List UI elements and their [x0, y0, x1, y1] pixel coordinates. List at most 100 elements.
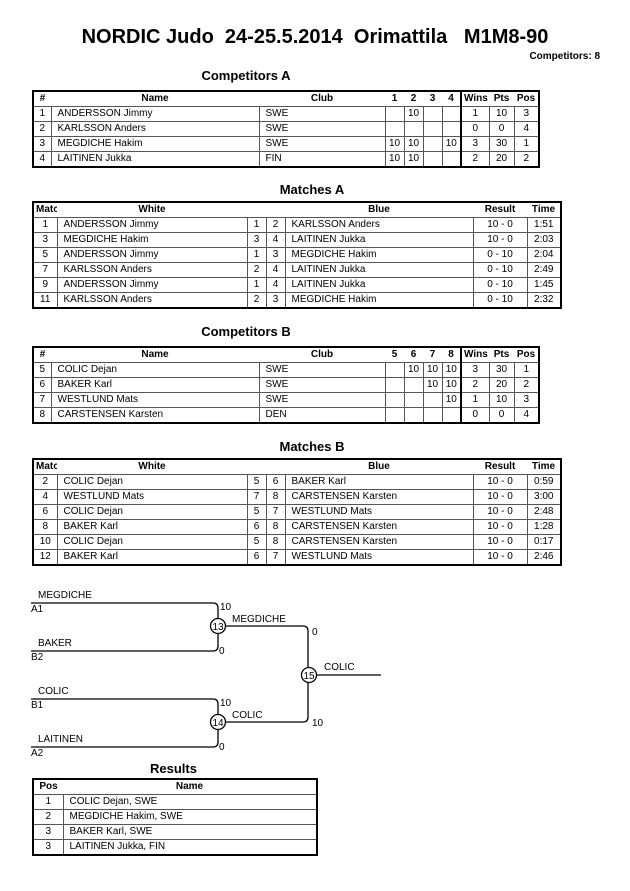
column-header: Name	[63, 779, 317, 795]
match-14-circle	[209, 713, 227, 731]
table-cell	[422, 106, 443, 122]
table-cell: 11	[32, 292, 58, 309]
table-cell: LAITINEN Jukka	[284, 232, 474, 248]
table-cell: 0	[488, 121, 515, 137]
table-cell: 6	[265, 474, 286, 490]
table-row: 3 LAITINEN Jukka, FIN	[32, 839, 318, 856]
table-cell: LAITINEN Jukka, FIN	[62, 839, 318, 856]
column-header: #	[33, 347, 51, 363]
table-cell: 20	[488, 377, 515, 393]
table-row: 4 LAITINEN Jukka FIN 10 10 2 20 2	[32, 151, 540, 168]
table-cell: 6	[32, 377, 52, 393]
table-cell: 10	[488, 106, 515, 122]
table-cell: 2:32	[526, 292, 562, 309]
table-cell: CARSTENSEN Karsten	[50, 407, 260, 424]
bracket-line-semi2-winner	[225, 682, 309, 723]
table-row: 5 ANDERSSON Jimmy 1 3 MEGDICHE Hakim 0 - 10 2:…	[32, 247, 562, 263]
column-header: Wins	[460, 91, 489, 107]
table-cell: 2:46	[526, 549, 562, 566]
semi2-top-name: COLIC	[38, 686, 69, 697]
table-cell: 0	[460, 121, 490, 137]
match-13-number: 13	[212, 622, 224, 633]
table-cell: 30	[488, 136, 515, 152]
table-cell: COLIC Dejan	[56, 504, 248, 520]
column-header: Name	[51, 91, 259, 107]
table-cell: COLIC Dejan, SWE	[62, 794, 318, 810]
column-header: Result	[473, 202, 527, 218]
table-cell: 10	[422, 362, 443, 378]
table-cell: 3:00	[526, 489, 562, 505]
table-cell: 0:59	[526, 474, 562, 490]
header-row: Pos Name	[33, 779, 317, 795]
table-cell: CARSTENSEN Karsten	[284, 489, 474, 505]
competitors-b-heading: Competitors B	[201, 324, 291, 339]
table-cell: COLIC Dejan	[56, 534, 248, 550]
table-cell: 9	[32, 277, 58, 293]
competitors-a-heading: Competitors A	[201, 68, 291, 83]
table-cell	[384, 106, 405, 122]
table-cell: 8	[32, 519, 58, 535]
table-cell	[403, 377, 424, 393]
table-cell: COLIC Dejan	[50, 362, 260, 378]
semi2-top-seed: B1	[31, 700, 44, 711]
match-14-number: 14	[212, 718, 224, 729]
table-cell: 10 - 0	[472, 217, 528, 233]
table-cell: 10	[403, 151, 424, 168]
table-cell: 10	[441, 136, 462, 152]
table-cell: 3	[265, 247, 286, 263]
table-cell: 5	[32, 362, 52, 378]
column-header: Pos	[33, 779, 63, 795]
table-cell: WESTLUND Mats	[56, 489, 248, 505]
table-cell: BAKER Karl	[50, 377, 260, 393]
table-cell: 7	[246, 489, 267, 505]
bracket-line-semi1-winner	[225, 625, 309, 668]
bracket: MEGDICHE A1 10 BAKER B2 0 13 MEGDICHE CO…	[31, 590, 381, 759]
bracket-line-b1	[31, 698, 219, 715]
table-cell: SWE	[258, 121, 386, 137]
table-cell: 3	[460, 136, 490, 152]
table-cell: 4	[32, 489, 58, 505]
column-header: Pts	[489, 347, 514, 363]
table-cell: 10	[384, 151, 405, 168]
table-cell: 1	[246, 247, 267, 263]
table-cell	[422, 407, 443, 424]
table-cell: KARLSSON Anders	[56, 292, 248, 309]
table-cell: 10	[441, 362, 462, 378]
table-cell: LAITINEN Jukka	[50, 151, 260, 168]
table-row: 6 BAKER Karl SWE 10 10 2 20 2	[32, 377, 540, 393]
semi1-top-name: MEGDICHE	[38, 590, 92, 601]
table-cell: WESTLUND Mats	[284, 504, 474, 520]
table-cell: 10	[441, 377, 462, 393]
table-cell: WESTLUND Mats	[50, 392, 260, 408]
table-row: 6 COLIC Dejan 5 7 WESTLUND Mats 10 - 0 2:48	[32, 504, 562, 520]
table-cell: CARSTENSEN Karsten	[284, 534, 474, 550]
table-cell: 2:04	[526, 247, 562, 263]
semi2-winner: COLIC	[232, 710, 263, 721]
column-header	[266, 459, 285, 475]
table-cell: 10 - 0	[472, 504, 528, 520]
table-row: 3 BAKER Karl, SWE	[32, 824, 318, 840]
table-cell: 1	[32, 794, 64, 810]
table-cell: ANDERSSON Jimmy	[56, 217, 248, 233]
table-cell: 10 - 0	[472, 534, 528, 550]
competitors-count: Competitors: 8	[529, 51, 600, 62]
table-row: 2 MEGDICHE Hakim, SWE	[32, 809, 318, 825]
table-cell	[441, 121, 462, 137]
table-cell	[441, 106, 462, 122]
table-cell: 0 - 10	[472, 262, 528, 278]
table-cell: 6	[246, 549, 267, 566]
table-cell: 10	[403, 362, 424, 378]
column-header: Time	[527, 459, 561, 475]
column-header: Blue	[285, 459, 473, 475]
table-cell: 10	[384, 136, 405, 152]
table-cell: SWE	[258, 106, 386, 122]
table-cell: 10	[441, 392, 462, 408]
competitors-b-table: # Name Club 5 6 7 8 Wins Pts Pos 5 COLIC Dejan SWE 10…	[32, 346, 540, 424]
table-cell: 10 - 0	[472, 474, 528, 490]
table-cell	[384, 121, 405, 137]
table-row: 3 MEGDICHE Hakim SWE 10 10 10 3 30 1	[32, 136, 540, 152]
table-cell: 1	[32, 106, 52, 122]
table-cell: 10	[403, 106, 424, 122]
